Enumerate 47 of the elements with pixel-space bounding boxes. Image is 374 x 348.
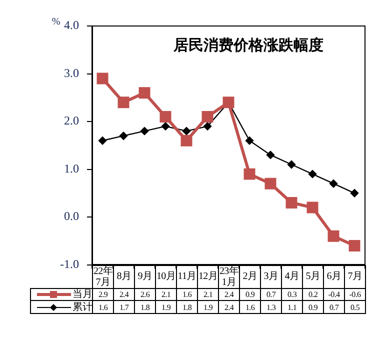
x-tick-label: 8月 (114, 265, 134, 288)
data-label: 2.6 (134, 288, 156, 301)
x-tick-label: 2月 (240, 265, 260, 288)
data-label: -0.6 (344, 288, 366, 301)
x-tick-label: 5月 (302, 265, 324, 288)
data-label: 0.9 (240, 288, 260, 301)
y-tick-label: 3.0 (64, 66, 79, 80)
data-label: 1.9 (156, 300, 176, 314)
data-label: 1.8 (176, 300, 198, 314)
data-label: 1.1 (282, 300, 302, 314)
data-label: 2.4 (114, 288, 134, 301)
y-tick-label: -1.0 (60, 256, 79, 271)
x-tick-label: 12月 (198, 265, 218, 288)
data-label: 1.3 (260, 300, 282, 314)
data-label: 2.4 (218, 300, 240, 314)
x-tick-label: 10月 (156, 265, 176, 288)
data-label: 1.7 (114, 300, 134, 314)
data-label: 1.9 (198, 300, 218, 314)
y-axis-title: % (52, 16, 60, 28)
legend-label: 当月 (72, 289, 92, 300)
x-tick-label: 4月 (282, 265, 302, 288)
data-label: 1.6 (92, 300, 114, 314)
data-label: 2.1 (198, 288, 218, 301)
y-tick-label: 0.0 (64, 209, 79, 224)
x-tick-label: 7月 (344, 265, 366, 288)
data-label: 2.1 (156, 288, 176, 301)
text: 居民消费价格涨跌幅度 (172, 36, 324, 54)
x-tick-label: 9月 (134, 265, 156, 288)
y-tick-label: 2.0 (64, 114, 79, 128)
data-label: 2.4 (218, 288, 240, 301)
data-label: 2.9 (92, 288, 114, 301)
data-label: 0.7 (260, 288, 282, 301)
x-tick-label: 11月 (176, 265, 198, 288)
y-tick-label: 1.0 (64, 161, 79, 176)
data-label: 0.2 (302, 288, 324, 301)
data-label: 0.7 (324, 300, 344, 314)
data-label: 1.6 (240, 300, 260, 314)
data-label: 1.6 (176, 288, 198, 301)
legend-label: 累计 (72, 302, 92, 314)
data-label: 0.9 (302, 300, 324, 314)
data-label: 1.8 (134, 300, 156, 314)
x-tick-label: 6月 (324, 265, 344, 288)
x-tick-label: 3月 (260, 265, 282, 288)
data-label: 0.3 (282, 288, 302, 301)
data-label: 0.5 (344, 300, 366, 314)
y-tick-label: 4.0 (64, 18, 79, 32)
data-label: -0.4 (324, 288, 344, 301)
